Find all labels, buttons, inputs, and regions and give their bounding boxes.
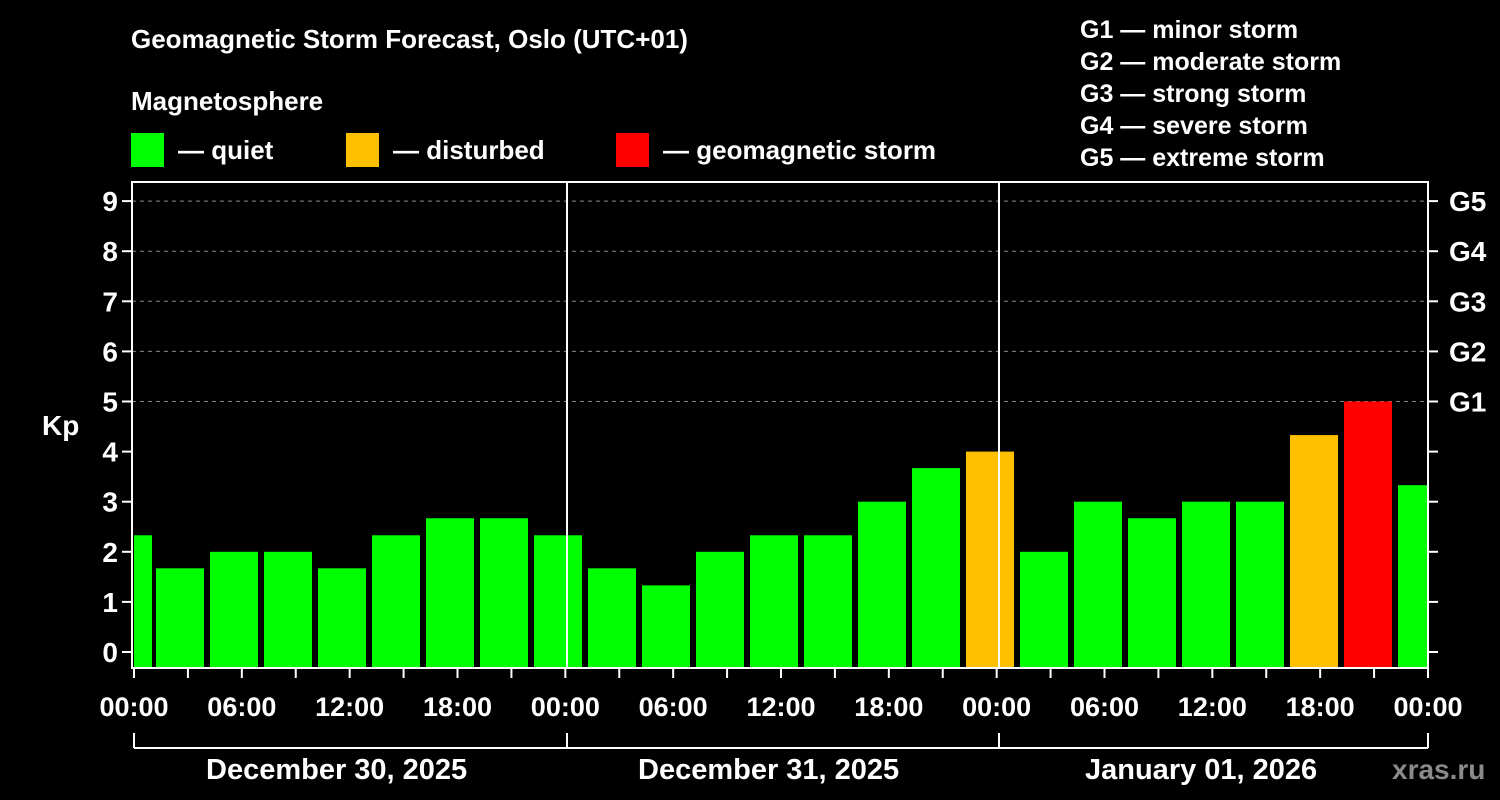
g-level-label: G1 bbox=[1449, 387, 1486, 418]
y-tick-label: 8 bbox=[102, 236, 118, 267]
chart-title: Geomagnetic Storm Forecast, Oslo (UTC+01… bbox=[131, 24, 688, 54]
x-tick-label: 00:00 bbox=[531, 692, 600, 722]
g2-description: G2 — moderate storm bbox=[1080, 48, 1342, 76]
y-tick-label: 1 bbox=[102, 587, 118, 618]
kp-bar bbox=[134, 535, 152, 668]
day-label-2: December 31, 2025 bbox=[638, 754, 900, 786]
kp-bar bbox=[966, 451, 1014, 668]
legend-disturbed-label: — disturbed bbox=[393, 134, 545, 165]
kp-bar bbox=[1344, 401, 1392, 668]
watermark: xras.ru bbox=[1392, 754, 1486, 785]
g5-description: G5 — extreme storm bbox=[1080, 144, 1325, 172]
y-tick-label: 2 bbox=[102, 537, 118, 568]
kp-bar bbox=[1236, 501, 1284, 668]
g-scale-legend: G1 — minor storm G2 — moderate storm G3 … bbox=[1080, 14, 1341, 174]
g-level-label: G3 bbox=[1449, 286, 1486, 317]
quiet-swatch-icon bbox=[131, 133, 164, 167]
y-tick-label: 6 bbox=[102, 336, 118, 367]
kp-bar bbox=[318, 568, 366, 668]
y-tick-label: 7 bbox=[102, 286, 118, 317]
kp-bar bbox=[1128, 518, 1176, 668]
legend-quiet: — quiet bbox=[131, 133, 273, 167]
x-tick-label: 18:00 bbox=[423, 692, 492, 722]
y-tick-label: 4 bbox=[102, 437, 118, 468]
kp-bar bbox=[642, 585, 690, 668]
x-tick-label: 06:00 bbox=[207, 692, 276, 722]
x-tick-label: 00:00 bbox=[1393, 692, 1462, 722]
g-level-label: G5 bbox=[1449, 186, 1486, 217]
y-axis-label: Kp bbox=[42, 410, 80, 441]
legend-quiet-label: — quiet bbox=[178, 134, 274, 165]
kp-bar bbox=[1074, 501, 1122, 668]
x-tick-label: 06:00 bbox=[639, 692, 708, 722]
g-level-label: G2 bbox=[1449, 336, 1486, 367]
kp-bar bbox=[750, 535, 798, 668]
kp-bar bbox=[264, 551, 312, 668]
x-tick-label: 00:00 bbox=[962, 692, 1031, 722]
legend-storm: — geomagnetic storm bbox=[616, 133, 936, 167]
kp-bar bbox=[696, 551, 744, 668]
kp-bar bbox=[480, 518, 528, 668]
day-label-3: January 01, 2026 bbox=[1085, 754, 1318, 786]
y-tick-label: 0 bbox=[102, 637, 118, 668]
x-tick-label: 06:00 bbox=[1070, 692, 1139, 722]
y-tick-label: 5 bbox=[102, 387, 118, 418]
g1-description: G1 — minor storm bbox=[1080, 16, 1299, 44]
kp-bar bbox=[156, 568, 204, 668]
kp-bar bbox=[1290, 435, 1338, 668]
kp-bar bbox=[210, 551, 258, 668]
x-tick-label: 12:00 bbox=[746, 692, 815, 722]
chart-subtitle: Magnetosphere bbox=[131, 86, 324, 116]
y-tick-label: 9 bbox=[102, 186, 118, 217]
x-tick-label: 12:00 bbox=[1178, 692, 1247, 722]
kp-bar bbox=[426, 518, 474, 668]
kp-bar bbox=[912, 468, 960, 668]
disturbed-swatch-icon bbox=[346, 133, 379, 167]
kp-bar bbox=[804, 535, 852, 668]
x-tick-label: 18:00 bbox=[854, 692, 923, 722]
y-tick-label: 3 bbox=[102, 487, 118, 518]
kp-bar bbox=[1182, 501, 1230, 668]
x-tick-label: 00:00 bbox=[99, 692, 168, 722]
legend-storm-label: — geomagnetic storm bbox=[663, 134, 937, 165]
g3-description: G3 — strong storm bbox=[1080, 80, 1307, 108]
kp-bar bbox=[1020, 551, 1068, 668]
kp-bar bbox=[372, 535, 420, 668]
day-label-1: December 30, 2025 bbox=[206, 754, 468, 786]
kp-bar bbox=[534, 535, 582, 668]
legend-disturbed: — disturbed bbox=[346, 133, 545, 167]
kp-bar bbox=[858, 501, 906, 668]
x-tick-label: 12:00 bbox=[315, 692, 384, 722]
g-level-label: G4 bbox=[1449, 236, 1487, 267]
kp-bar bbox=[588, 568, 636, 668]
kp-bar bbox=[1398, 485, 1428, 668]
storm-swatch-icon bbox=[616, 133, 649, 167]
x-tick-label: 18:00 bbox=[1286, 692, 1355, 722]
g4-description: G4 — severe storm bbox=[1080, 112, 1308, 140]
